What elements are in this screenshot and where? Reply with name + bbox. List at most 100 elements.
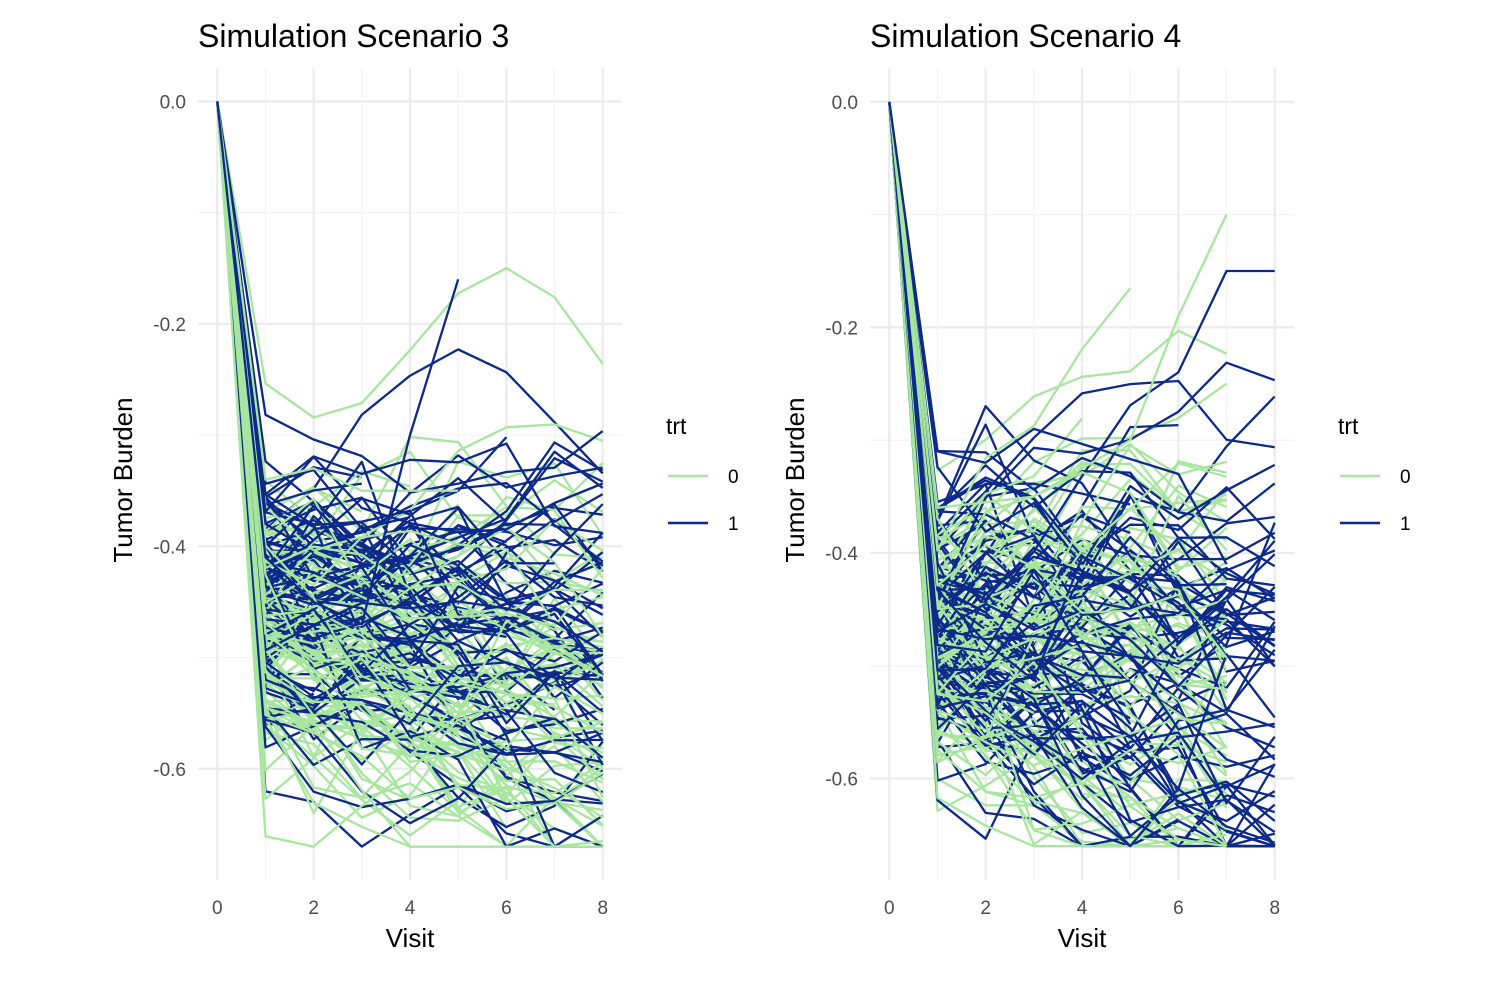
subject-line-trt-0 bbox=[888, 101, 1228, 659]
subject-line-trt-1 bbox=[216, 101, 604, 534]
subject-line-trt-1 bbox=[216, 101, 603, 755]
y-axis-title: Tumor Burden bbox=[780, 397, 810, 562]
subject-line-trt-0 bbox=[888, 101, 1227, 691]
subject-line-trt-1 bbox=[888, 101, 1276, 847]
subject-line-trt-0 bbox=[888, 101, 1228, 665]
series-lines bbox=[888, 101, 1276, 848]
x-tick-label: 0 bbox=[212, 898, 223, 919]
subject-line-trt-1 bbox=[888, 101, 1275, 609]
panel-1: 0.0 -0.2 -0.4 -0.6 0 2 4 6 8 Simulation Scenario … bbox=[108, 18, 739, 953]
subject-line-trt-0 bbox=[888, 101, 1179, 622]
x-axis-title: Visit bbox=[1058, 923, 1107, 953]
highlight-line-trt-1 bbox=[888, 101, 1228, 565]
series-lines bbox=[216, 101, 604, 848]
subject-line-trt-1 bbox=[888, 101, 1276, 714]
subject-line-trt-0 bbox=[216, 101, 604, 799]
subject-line-trt-1 bbox=[216, 101, 604, 707]
subject-line-trt-1 bbox=[216, 101, 604, 589]
subject-line-trt-0 bbox=[216, 101, 604, 689]
subject-line-trt-0 bbox=[888, 101, 1227, 649]
subject-line-trt-0 bbox=[216, 101, 603, 848]
subject-line-trt-0 bbox=[888, 101, 1132, 552]
subject-line-trt-1 bbox=[888, 101, 1276, 647]
subject-line-trt-1 bbox=[888, 101, 1276, 523]
subject-line-trt-0 bbox=[216, 101, 604, 848]
x-tick-label: 2 bbox=[980, 898, 991, 919]
x-tick-label: 2 bbox=[308, 898, 319, 919]
subject-line-trt-0 bbox=[888, 101, 1227, 669]
subject-line-trt-0 bbox=[216, 101, 604, 709]
y-tick-label: -0.2 bbox=[153, 315, 186, 336]
subject-line-trt-0 bbox=[216, 101, 603, 848]
subject-line-trt-1 bbox=[888, 101, 1276, 708]
subject-line-trt-0 bbox=[216, 101, 604, 811]
subject-line-trt-1 bbox=[888, 101, 1276, 761]
highlight-line-trt-0 bbox=[888, 101, 1228, 509]
subject-line-trt-0 bbox=[216, 101, 604, 757]
subject-line-trt-1 bbox=[216, 101, 603, 726]
subject-line-trt-1 bbox=[888, 101, 1275, 539]
x-tick-label: 8 bbox=[597, 898, 608, 919]
subject-line-trt-1 bbox=[888, 101, 1276, 778]
legend-title: trt bbox=[1338, 413, 1359, 439]
y-tick-label: 0.0 bbox=[832, 93, 858, 114]
y-tick-label: -0.2 bbox=[825, 318, 858, 339]
subject-line-trt-0 bbox=[216, 101, 604, 684]
y-tick-label: -0.6 bbox=[153, 760, 186, 781]
y-tick-label: 0.0 bbox=[160, 92, 186, 113]
chart-title: Simulation Scenario 4 bbox=[870, 18, 1181, 54]
y-tick-label: -0.4 bbox=[825, 544, 858, 565]
subject-line-trt-1 bbox=[888, 101, 1276, 596]
highlight-line-trt-0 bbox=[216, 101, 459, 492]
subject-line-trt-1 bbox=[888, 101, 1275, 665]
subject-line-trt-0 bbox=[216, 101, 604, 419]
y-tick-label: -0.6 bbox=[825, 770, 858, 791]
subject-line-trt-1 bbox=[216, 101, 604, 848]
subject-line-trt-1 bbox=[216, 101, 603, 825]
highlight-line-trt-1 bbox=[216, 101, 460, 626]
subject-line-trt-1 bbox=[216, 101, 604, 494]
subject-line-trt-0 bbox=[888, 101, 1228, 565]
subject-line-trt-0 bbox=[216, 101, 603, 614]
subject-line-trt-0 bbox=[888, 101, 1227, 848]
subject-line-trt-0 bbox=[888, 101, 1228, 662]
subject-line-trt-0 bbox=[888, 101, 1227, 848]
legend-label: 0 bbox=[1400, 467, 1411, 488]
x-tick-label: 4 bbox=[405, 898, 416, 919]
subject-line-trt-0 bbox=[888, 101, 1083, 799]
subject-line-trt-0 bbox=[216, 101, 604, 734]
legend-label: 0 bbox=[728, 467, 739, 488]
subject-line-trt-1 bbox=[216, 101, 604, 676]
x-axis-title: Visit bbox=[386, 923, 435, 953]
subject-line-trt-1 bbox=[888, 101, 1276, 688]
subject-line-trt-0 bbox=[216, 101, 604, 628]
subject-line-trt-0 bbox=[888, 101, 1227, 767]
subject-line-trt-1 bbox=[216, 101, 603, 535]
subject-line-trt-1 bbox=[888, 101, 1276, 844]
subject-line-trt-1 bbox=[888, 101, 1276, 833]
subject-line-trt-1 bbox=[216, 101, 604, 848]
subject-line-trt-1 bbox=[216, 101, 555, 572]
chart-title: Simulation Scenario 3 bbox=[198, 18, 509, 54]
subject-line-trt-1 bbox=[888, 101, 1276, 604]
y-axis-title: Tumor Burden bbox=[108, 397, 138, 562]
subject-line-trt-0 bbox=[216, 101, 459, 764]
subject-line-trt-0 bbox=[216, 101, 604, 818]
subject-line-trt-0 bbox=[216, 101, 556, 667]
subject-line-trt-1 bbox=[888, 101, 1131, 534]
subject-line-trt-1 bbox=[216, 101, 604, 766]
legend-label: 1 bbox=[1400, 514, 1411, 535]
subject-line-trt-1 bbox=[216, 101, 604, 699]
subject-line-trt-1 bbox=[216, 101, 604, 676]
y-tick-label: -0.4 bbox=[153, 537, 186, 558]
legend-label: 1 bbox=[728, 514, 739, 535]
subject-line-trt-1 bbox=[216, 101, 604, 725]
legend-title: trt bbox=[666, 413, 687, 439]
subject-line-trt-1 bbox=[216, 101, 604, 653]
x-tick-label: 6 bbox=[501, 898, 512, 919]
subject-line-trt-1 bbox=[216, 101, 603, 674]
legend: trt 0 1 bbox=[666, 413, 739, 535]
subject-line-trt-1 bbox=[216, 101, 604, 600]
subject-line-trt-0 bbox=[216, 101, 604, 848]
